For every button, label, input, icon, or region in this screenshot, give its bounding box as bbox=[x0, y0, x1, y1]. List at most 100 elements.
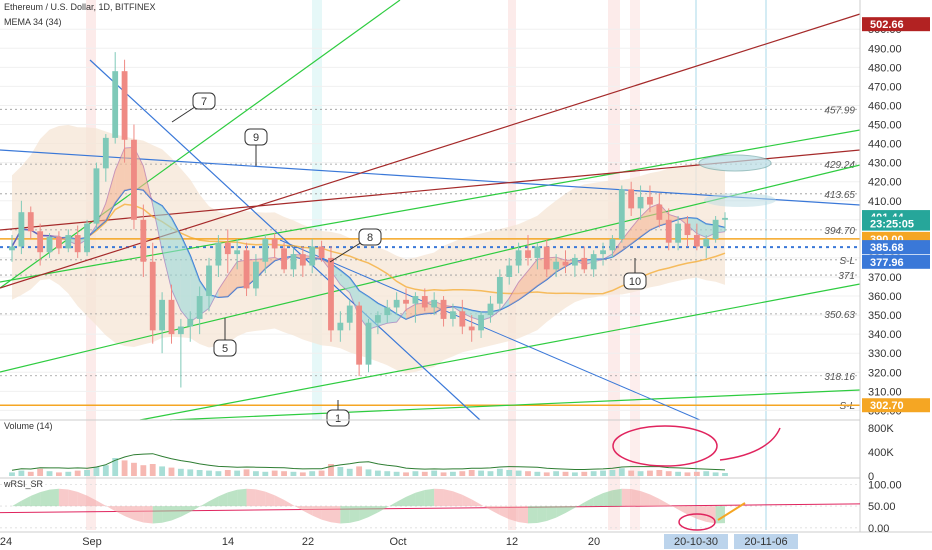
volume-bar bbox=[684, 472, 691, 476]
candle bbox=[131, 124, 137, 230]
candle bbox=[281, 242, 287, 274]
candle-body bbox=[168, 299, 175, 335]
rsi-wave-segment bbox=[152, 506, 163, 524]
volume-bar bbox=[712, 472, 719, 476]
level-label: 350.63 bbox=[824, 310, 855, 321]
volume-bar bbox=[187, 469, 194, 476]
rsi-wave-segment bbox=[621, 488, 632, 507]
candle bbox=[55, 231, 62, 255]
candle-body bbox=[412, 296, 419, 304]
rsi-wave-segment bbox=[565, 506, 575, 514]
rsi-wave-segment bbox=[368, 506, 378, 518]
rsi-wave-segment bbox=[462, 494, 472, 507]
candle-body bbox=[506, 265, 513, 277]
candle bbox=[590, 250, 597, 277]
volume-bar bbox=[421, 471, 428, 476]
price-badges: 502.66401.4423:25:05390.00385.68377.9630… bbox=[862, 17, 930, 413]
rsi-wave-segment bbox=[471, 499, 482, 507]
volume-bar bbox=[281, 471, 287, 476]
price-badge: 502.66 bbox=[862, 17, 930, 32]
volume-bar bbox=[149, 464, 156, 476]
ma-ribbon-segment bbox=[162, 205, 172, 290]
price-tick-label: 490.00 bbox=[868, 43, 902, 55]
rsi-wave-segment bbox=[509, 506, 519, 523]
candle bbox=[262, 235, 269, 274]
volume-bar bbox=[459, 471, 466, 476]
candle bbox=[562, 250, 569, 274]
green-trendline-bottom bbox=[169, 389, 861, 421]
x-tick-label: Sep bbox=[82, 536, 102, 548]
volume-bar bbox=[215, 471, 222, 476]
volume-bar bbox=[384, 471, 391, 476]
blue-trendline-down bbox=[89, 59, 481, 421]
ma-ribbon-segment bbox=[603, 254, 613, 260]
candle-body bbox=[656, 204, 663, 220]
callout-box bbox=[213, 339, 237, 357]
rsi-wave-segment bbox=[715, 506, 725, 524]
candle bbox=[656, 193, 663, 228]
rsi-wave-segment bbox=[574, 502, 585, 508]
annotation-callout: 10 bbox=[623, 258, 647, 290]
rsi-wave-segment bbox=[171, 506, 181, 521]
rsi-wave-segment bbox=[237, 488, 247, 507]
annotation-callout: 7 bbox=[171, 92, 216, 123]
rsi-wave-segment bbox=[631, 489, 641, 507]
candle-body bbox=[299, 254, 306, 266]
x-tick-label: 12 bbox=[506, 536, 518, 548]
candle-body bbox=[590, 254, 597, 270]
candle bbox=[27, 206, 34, 239]
candle bbox=[384, 299, 391, 323]
callout-label: 10 bbox=[629, 276, 641, 288]
volume-arrow-mark bbox=[719, 427, 781, 461]
candle-body bbox=[421, 296, 428, 308]
price-tick-label: 350.00 bbox=[868, 310, 902, 322]
level-label: 394.70 bbox=[824, 226, 855, 237]
candle-body bbox=[675, 223, 682, 243]
rsi-wave-segment bbox=[115, 506, 125, 517]
candle-body bbox=[374, 315, 381, 323]
rsi-wave-segment bbox=[246, 488, 256, 507]
candle bbox=[65, 229, 72, 253]
rsi-wave-segment bbox=[612, 488, 622, 507]
ma-ribbon-segment bbox=[621, 228, 632, 251]
level-label: 371 bbox=[838, 271, 855, 282]
volume-tick-label: 400K bbox=[868, 447, 894, 459]
rsi-wave-segment bbox=[21, 495, 31, 507]
green-trendline-low bbox=[139, 283, 861, 421]
ma-ribbon-segment bbox=[518, 270, 528, 300]
rsi-tick-label: 100.00 bbox=[868, 479, 902, 491]
price-badge-bg bbox=[862, 398, 930, 413]
volume-bar bbox=[309, 471, 316, 476]
rsi-wave-segment bbox=[162, 506, 172, 523]
candle bbox=[665, 208, 672, 251]
price-badge-text: 385.68 bbox=[870, 242, 904, 254]
rsi-wave-segment bbox=[640, 490, 650, 507]
candle-body bbox=[27, 212, 34, 232]
candle bbox=[459, 299, 466, 335]
rsi-wave-segment bbox=[406, 492, 416, 507]
date-badge-text: 20-10-30 bbox=[674, 536, 718, 548]
volume-bar bbox=[562, 471, 569, 476]
candle-body bbox=[609, 238, 616, 251]
volume-bar bbox=[450, 471, 456, 476]
volume-bar bbox=[356, 466, 363, 476]
candle bbox=[102, 134, 109, 182]
volume-bar bbox=[177, 468, 184, 476]
volume-bar bbox=[168, 467, 175, 476]
volume-bar bbox=[534, 471, 541, 476]
date-badge: 20-10-30 bbox=[664, 534, 728, 549]
rsi-wave-segment bbox=[68, 489, 78, 507]
candle-body bbox=[553, 261, 560, 270]
x-tick-label: 20 bbox=[588, 536, 600, 548]
volume-bar bbox=[553, 471, 560, 476]
rsi-wave-segment bbox=[518, 506, 528, 524]
volume-bar bbox=[515, 470, 522, 476]
price-tick-label: 440.00 bbox=[868, 139, 902, 151]
callout-box bbox=[244, 128, 268, 146]
ma-ribbon-segment bbox=[143, 166, 153, 205]
candle bbox=[618, 185, 625, 243]
candle bbox=[187, 311, 194, 342]
ma-ribbon-segment bbox=[678, 217, 688, 226]
price-tick-label: 410.00 bbox=[868, 196, 902, 208]
candle-body bbox=[346, 305, 353, 323]
